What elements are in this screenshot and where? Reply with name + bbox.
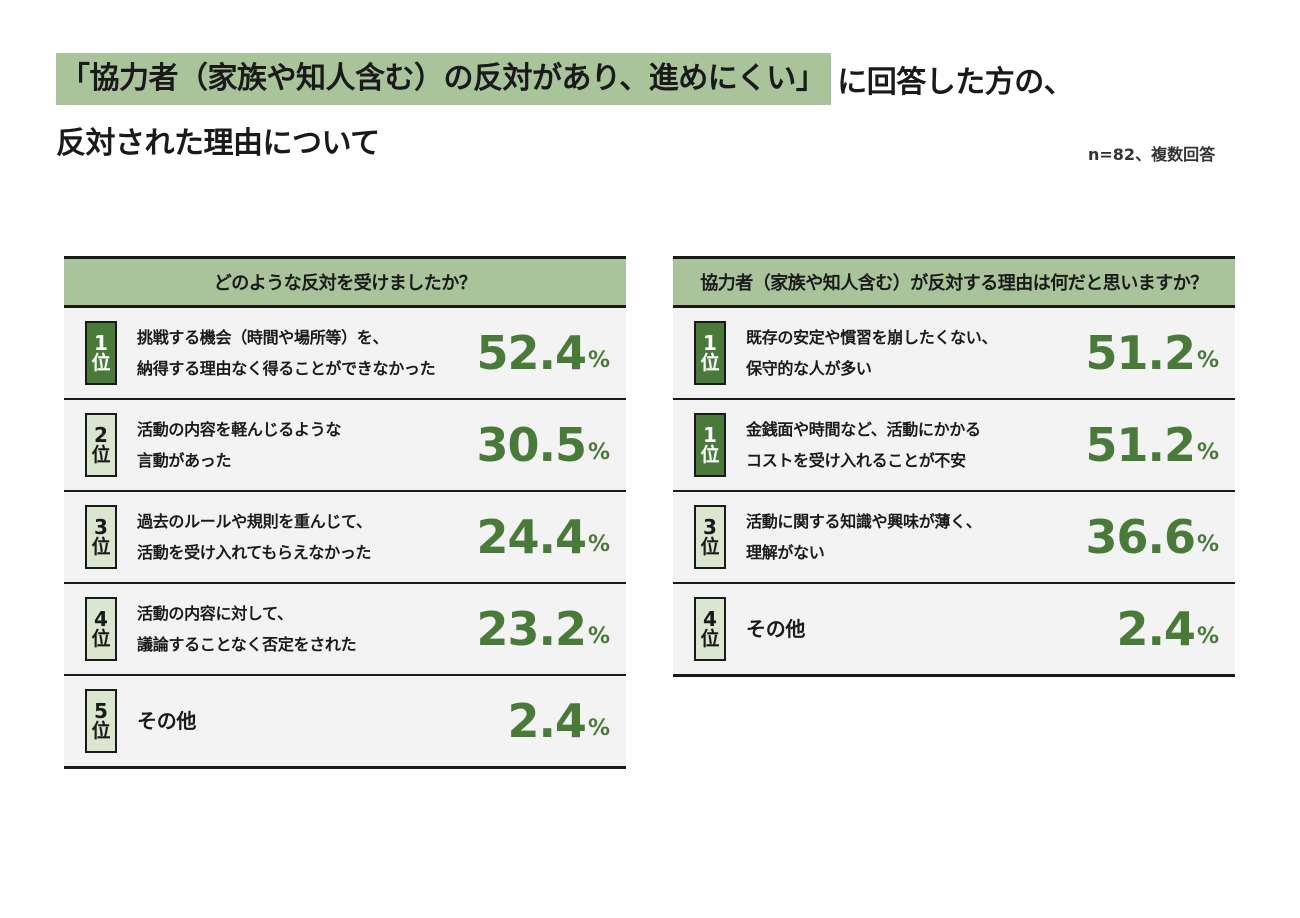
rank-suffix: 位	[91, 351, 111, 374]
percentage-value: 30.5%	[476, 400, 610, 490]
rank-number: 4	[703, 606, 717, 631]
right-ranking-table: 協力者（家族や知人含む）が反対する理由は何だと思いますか？ 1 位既存の安定や慣習…	[673, 256, 1235, 677]
ranking-row: 3 位活動に関する知識や興味が薄く、 理解がない 36.6%	[673, 492, 1235, 584]
rank-number: 1	[703, 422, 717, 447]
reason-label: 活動に関する知識や興味が薄く、 理解がない	[746, 512, 982, 562]
percentage-value: 23.2%	[476, 584, 610, 674]
percent-sign: %	[1196, 439, 1219, 465]
percentage-number: 52.4	[476, 326, 586, 380]
percentage-value: 36.6%	[1085, 492, 1219, 582]
rank-number: 1	[94, 330, 108, 355]
rank-suffix: 位	[91, 535, 111, 558]
reason-label: その他	[137, 708, 197, 733]
rank-number: 1	[703, 330, 717, 355]
percentage-number: 36.6	[1085, 510, 1195, 564]
percentage-number: 23.2	[476, 602, 586, 656]
right-table-rows: 1 位既存の安定や慣習を崩したくない、 保守的な人が多い 51.2% 1 位金銭面や時間…	[673, 308, 1235, 677]
title-rest: に回答した方の、	[837, 65, 1074, 100]
percentage-number: 2.4	[1116, 602, 1195, 656]
percent-sign: %	[1196, 531, 1219, 557]
ranking-row: 4 位活動の内容に対して、 議論することなく否定をされた 23.2%	[64, 584, 626, 676]
percent-sign: %	[587, 531, 610, 557]
percentage-number: 2.4	[507, 694, 586, 748]
ranking-row: 4 位その他 2.4%	[673, 584, 1235, 677]
ranking-row: 1 位挑戦する機会（時間や場所等）を、 納得する理由なく得ることができなかった 52…	[64, 308, 626, 400]
percentage-value: 51.2%	[1085, 308, 1219, 398]
percentage-value: 2.4%	[1116, 584, 1219, 674]
rank-suffix: 位	[91, 719, 111, 742]
reason-label: 既存の安定や慣習を崩したくない、 保守的な人が多い	[746, 328, 998, 378]
percent-sign: %	[1196, 623, 1219, 649]
ranking-row: 1 位既存の安定や慣習を崩したくない、 保守的な人が多い 51.2%	[673, 308, 1235, 400]
percentage-value: 2.4%	[507, 676, 610, 766]
percentage-number: 51.2	[1085, 326, 1195, 380]
rank-number: 3	[703, 514, 717, 539]
rank-number: 4	[94, 606, 108, 631]
percentage-value: 24.4%	[476, 492, 610, 582]
reason-label: 金銭面や時間など、活動にかかる コストを受け入れることが不安	[746, 420, 981, 470]
percent-sign: %	[1196, 347, 1219, 373]
percentage-number: 30.5	[476, 418, 586, 472]
left-ranking-table: どのような反対を受けましたか？ 1 位挑戦する機会（時間や場所等）を、 納得する理…	[64, 256, 626, 769]
rank-number: 3	[94, 514, 108, 539]
left-table-rows: 1 位挑戦する機会（時間や場所等）を、 納得する理由なく得ることができなかった 52…	[64, 308, 626, 769]
ranking-row: 2 位活動の内容を軽んじるような 言動があった 30.5%	[64, 400, 626, 492]
percent-sign: %	[587, 623, 610, 649]
rank-suffix: 位	[91, 443, 111, 466]
percent-sign: %	[587, 347, 610, 373]
percent-sign: %	[587, 439, 610, 465]
rank-number: 2	[94, 422, 108, 447]
rank-suffix: 位	[700, 351, 720, 374]
rank-suffix: 位	[91, 627, 111, 650]
page-subtitle: 反対された理由について	[56, 126, 380, 161]
percentage-value: 51.2%	[1085, 400, 1219, 490]
reason-label: 活動の内容を軽んじるような 言動があった	[137, 420, 342, 470]
reason-label: 挑戦する機会（時間や場所等）を、 納得する理由なく得ることができなかった	[137, 328, 436, 378]
ranking-row: 5 位その他 2.4%	[64, 676, 626, 769]
rank-number: 5	[94, 698, 108, 723]
title-highlight: 「協力者（家族や知人含む）の反対があり、進めにくい」	[56, 53, 832, 105]
page-title: 「協力者（家族や知人含む）の反対があり、進めにくい」 に回答した方の、	[56, 53, 1074, 105]
ranking-row: 1 位金銭面や時間など、活動にかかる コストを受け入れることが不安 51.2%	[673, 400, 1235, 492]
rank-suffix: 位	[700, 627, 720, 650]
percent-sign: %	[587, 715, 610, 741]
reason-label: 活動の内容に対して、 議論することなく否定をされた	[137, 604, 357, 654]
percentage-value: 52.4%	[476, 308, 610, 398]
percentage-number: 51.2	[1085, 418, 1195, 472]
ranking-row: 3 位過去のルールや規則を重んじて、 活動を受け入れてもらえなかった 24.4%	[64, 492, 626, 584]
percentage-number: 24.4	[476, 510, 586, 564]
right-table-header: 協力者（家族や知人含む）が反対する理由は何だと思いますか？	[673, 256, 1235, 308]
rank-suffix: 位	[700, 443, 720, 466]
reason-label: 過去のルールや規則を重んじて、 活動を受け入れてもらえなかった	[137, 512, 372, 562]
reason-label: その他	[746, 616, 806, 641]
rank-suffix: 位	[700, 535, 720, 558]
left-table-header: どのような反対を受けましたか？	[64, 256, 626, 308]
sample-note: n=82、複数回答	[1088, 145, 1216, 164]
